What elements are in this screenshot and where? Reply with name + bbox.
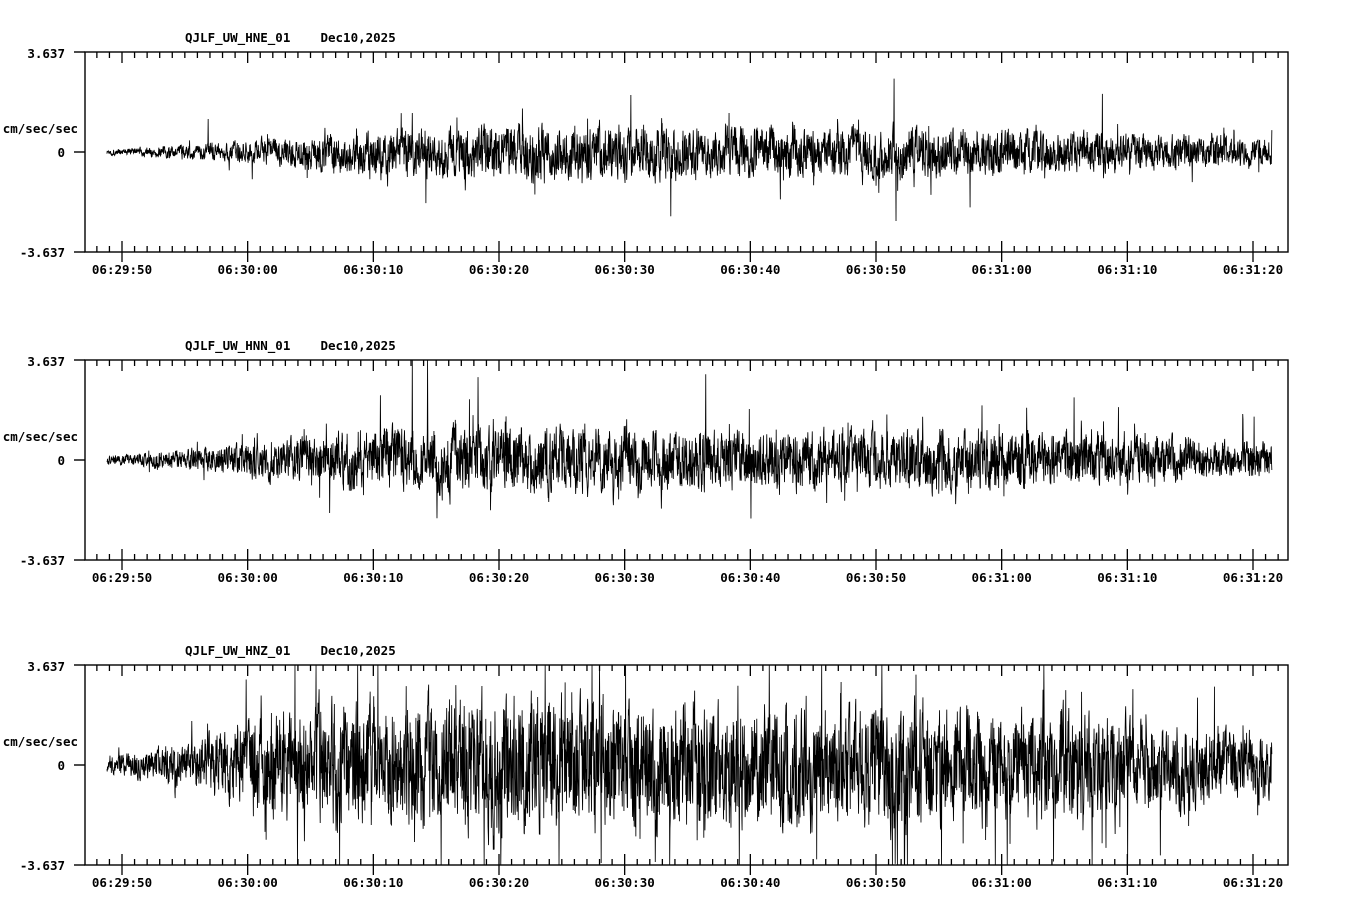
x-tick-label: 06:30:40 — [720, 570, 781, 585]
x-tick-label: 06:31:20 — [1222, 875, 1284, 890]
x-tick-label: 06:31:20 — [1222, 262, 1284, 277]
y-tick-top-hnz: 3.637 — [27, 659, 65, 674]
y-axis-units-hnz: cm/sec/sec — [2, 734, 78, 749]
y-tick-mid-hnn: 0 — [57, 453, 65, 468]
x-tick-label: 06:30:10 — [343, 875, 404, 890]
x-tick-label: 06:30:40 — [720, 875, 781, 890]
x-tick-label: 06:31:10 — [1097, 875, 1158, 890]
y-tick-bottom-hnz: -3.637 — [19, 858, 65, 873]
x-tick-label: 06:31:10 — [1097, 570, 1158, 585]
x-tick-label: 06:31:00 — [971, 875, 1032, 890]
waveform-plot-hnz — [74, 664, 1289, 875]
y-tick-mid-hnz: 0 — [57, 758, 65, 773]
waveform-plot-hnn — [74, 359, 1289, 570]
x-tick-label: 06:30:10 — [343, 262, 404, 277]
x-tick-label: 06:30:50 — [845, 875, 907, 890]
x-tick-label: 06:30:30 — [594, 875, 655, 890]
x-tick-label: 06:30:30 — [594, 262, 655, 277]
x-tick-label: 06:29:50 — [91, 875, 153, 890]
y-tick-mid-hne: 0 — [57, 145, 65, 160]
panel-title-hnz: QJLF_UW_HNZ_01 Dec10,2025 — [185, 643, 396, 658]
x-tick-label: 06:30:40 — [720, 262, 781, 277]
x-tick-label: 06:29:50 — [91, 262, 153, 277]
waveform-plot-hne — [74, 51, 1289, 262]
x-tick-label: 06:30:00 — [217, 570, 278, 585]
x-tick-label: 06:31:00 — [971, 262, 1032, 277]
x-tick-label: 06:30:20 — [468, 875, 530, 890]
x-tick-label: 06:31:00 — [971, 570, 1032, 585]
x-tick-label: 06:30:50 — [845, 570, 907, 585]
x-tick-label: 06:29:50 — [91, 570, 153, 585]
y-tick-top-hnn: 3.637 — [27, 354, 65, 369]
y-tick-bottom-hnn: -3.637 — [19, 553, 65, 568]
panel-title-hnn: QJLF_UW_HNN_01 Dec10,2025 — [185, 338, 396, 353]
x-tick-label: 06:31:10 — [1097, 262, 1158, 277]
panel-title-hne: QJLF_UW_HNE_01 Dec10,2025 — [185, 30, 396, 45]
x-tick-label: 06:30:20 — [468, 262, 530, 277]
x-tick-label: 06:30:00 — [217, 262, 278, 277]
x-tick-label: 06:30:20 — [468, 570, 530, 585]
x-tick-label: 06:30:30 — [594, 570, 655, 585]
x-tick-label: 06:30:00 — [217, 875, 278, 890]
y-tick-bottom-hne: -3.637 — [19, 245, 65, 260]
y-axis-units-hnn: cm/sec/sec — [2, 429, 78, 444]
x-tick-label: 06:30:10 — [343, 570, 404, 585]
x-tick-label: 06:30:50 — [845, 262, 907, 277]
y-tick-top-hne: 3.637 — [27, 46, 65, 61]
y-axis-units-hne: cm/sec/sec — [2, 121, 78, 136]
x-tick-label: 06:31:20 — [1222, 570, 1284, 585]
